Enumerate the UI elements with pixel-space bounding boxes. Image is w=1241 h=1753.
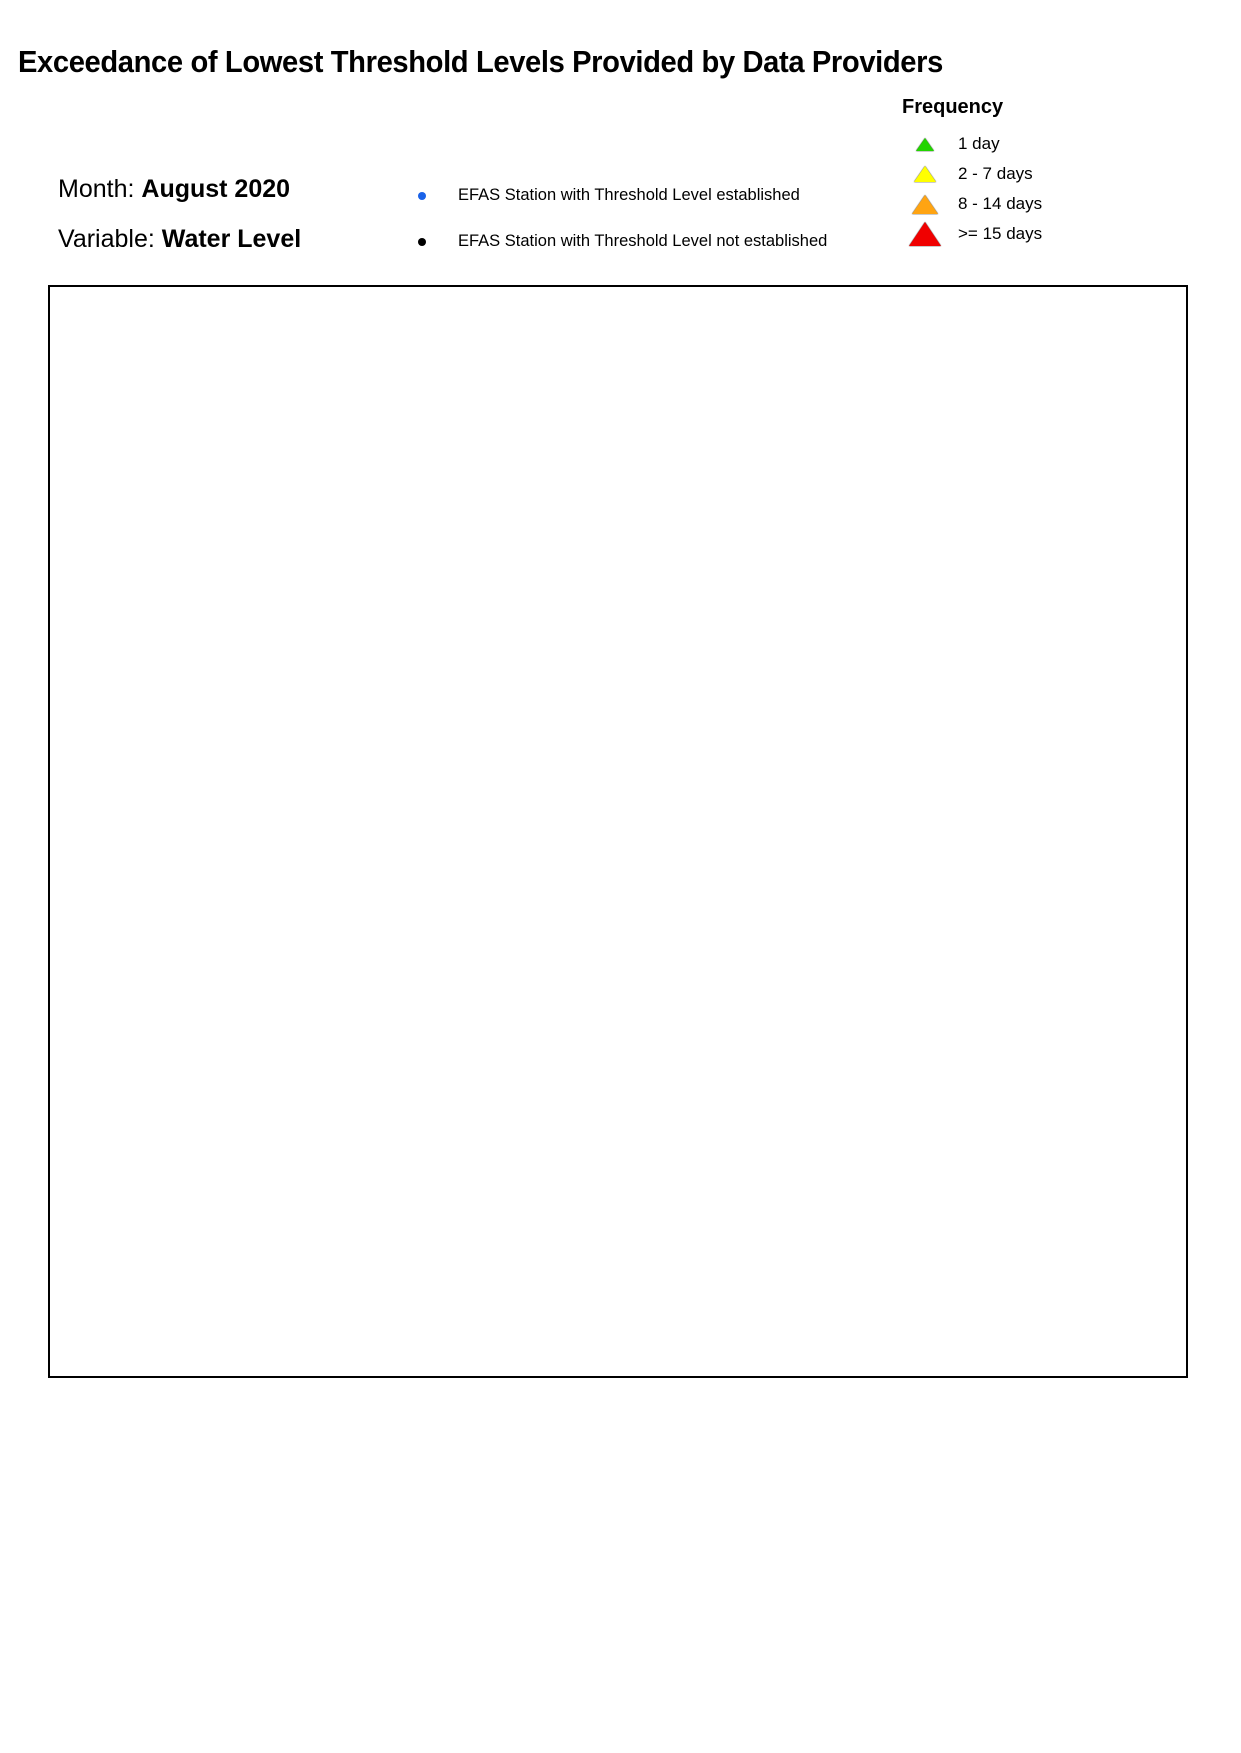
- station-legend-item-established: EFAS Station with Threshold Level establ…: [418, 186, 800, 205]
- triangle-red-icon: [902, 222, 948, 246]
- station-legend-item-not-established: EFAS Station with Threshold Level not es…: [418, 232, 827, 251]
- station-legend-label: EFAS Station with Threshold Level establ…: [458, 186, 800, 204]
- frequency-legend-label: >= 15 days: [958, 224, 1043, 243]
- month-label: Month:: [58, 175, 135, 203]
- frequency-legend-item-15days-plus: >= 15 days: [902, 219, 1042, 249]
- month-row: Month: August 2020: [58, 175, 290, 204]
- variable-label: Variable:: [58, 225, 155, 253]
- frequency-legend-item-1day: 1 day: [902, 129, 1042, 159]
- triangle-orange-icon: [902, 194, 948, 214]
- frequency-legend-item-2-7days: 2 - 7 days: [902, 159, 1042, 189]
- frequency-legend-label: 8 - 14 days: [958, 194, 1043, 213]
- triangle-green-icon: [902, 137, 948, 151]
- frequency-legend-item-8-14days: 8 - 14 days: [902, 189, 1042, 219]
- blue-dot-icon: [418, 191, 426, 200]
- triangle-yellow-icon: [902, 166, 948, 182]
- map-frame[interactable]: [48, 285, 1188, 1378]
- variable-value: Water Level: [161, 225, 302, 253]
- variable-row: Variable: Water Level: [58, 225, 301, 254]
- black-dot-icon: [418, 237, 426, 246]
- frequency-legend-label: 2 - 7 days: [958, 164, 1033, 183]
- page-title: Exceedance of Lowest Threshold Levels Pr…: [18, 44, 943, 79]
- frequency-legend-title: Frequency: [902, 96, 1004, 118]
- month-value: August 2020: [141, 175, 291, 203]
- station-legend-label: EFAS Station with Threshold Level not es…: [458, 232, 828, 250]
- map-terrain-canvas: [50, 287, 1186, 1376]
- frequency-legend: Frequency 1 day 2 - 7 days 8 - 14 days >…: [902, 96, 1042, 249]
- frequency-legend-label: 1 day: [958, 134, 1000, 153]
